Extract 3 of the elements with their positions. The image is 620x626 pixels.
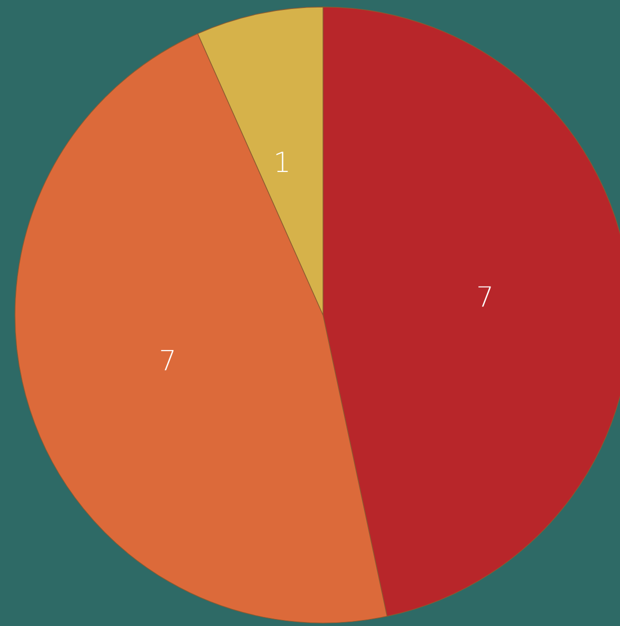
data-label: 7 (478, 286, 491, 307)
data-label: 1 (276, 152, 288, 172)
data-label: 7 (161, 350, 174, 370)
